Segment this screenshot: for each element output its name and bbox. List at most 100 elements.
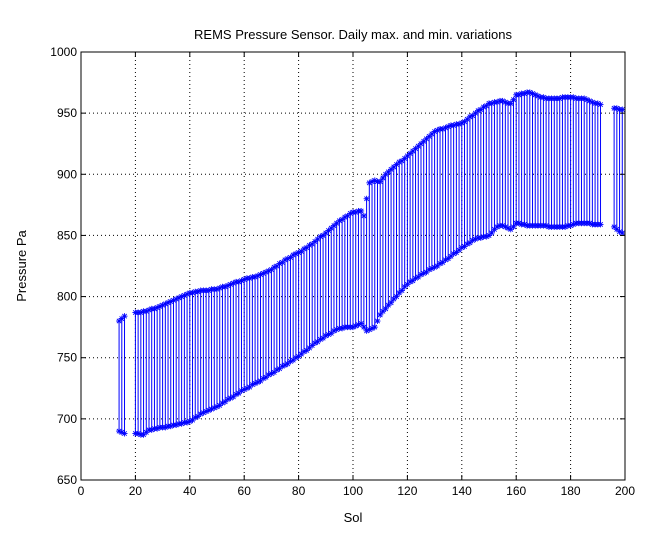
star-marker-stroke	[595, 100, 601, 106]
y-tick-label: 1000	[50, 45, 77, 59]
max-marker	[510, 96, 517, 103]
star-marker-stroke	[617, 229, 623, 235]
star-marker-stroke	[570, 94, 576, 100]
star-marker-stroke	[530, 91, 536, 97]
star-marker-stroke	[500, 98, 506, 104]
min-marker	[388, 299, 395, 306]
x-tick-label: 180	[561, 484, 581, 498]
min-marker	[619, 229, 626, 236]
y-tick-label: 750	[57, 351, 77, 365]
star-marker-stroke	[394, 294, 400, 300]
star-marker-stroke	[611, 224, 617, 230]
min-marker	[377, 311, 384, 318]
star-marker-stroke	[587, 220, 593, 226]
min-marker	[121, 430, 128, 437]
star-marker-stroke	[532, 92, 538, 98]
min-marker	[295, 353, 302, 360]
x-axis-label: Sol	[344, 510, 363, 525]
min-marker	[409, 277, 416, 284]
star-marker-stroke	[502, 99, 508, 105]
x-tick-label: 60	[238, 484, 252, 498]
max-marker	[379, 174, 386, 181]
star-marker-stroke	[377, 179, 383, 185]
star-marker-stroke	[527, 89, 533, 95]
star-marker-stroke	[489, 230, 495, 236]
min-marker	[382, 305, 389, 312]
star-marker-stroke	[500, 223, 506, 229]
min-marker	[374, 318, 381, 325]
star-marker-stroke	[614, 226, 620, 232]
star-marker-stroke	[505, 225, 511, 231]
y-axis-label: Pressure Pa	[14, 229, 29, 301]
star-marker-stroke	[364, 196, 370, 202]
star-marker-stroke	[377, 312, 383, 318]
min-marker	[393, 293, 400, 300]
star-marker-stroke	[535, 93, 541, 99]
star-marker-stroke	[589, 99, 595, 105]
min-marker	[246, 384, 253, 391]
star-marker-stroke	[584, 97, 590, 103]
max-marker	[363, 195, 370, 202]
max-marker	[301, 245, 308, 252]
y-tick-label: 800	[57, 290, 77, 304]
star-marker-stroke	[510, 97, 516, 103]
x-tick-label: 140	[452, 484, 472, 498]
x-tick-label: 20	[129, 484, 143, 498]
star-marker-stroke	[619, 230, 625, 236]
star-marker-stroke	[388, 300, 394, 306]
max-marker	[619, 106, 626, 113]
y-tick-label: 900	[57, 167, 77, 181]
min-marker	[371, 324, 378, 331]
star-marker-stroke	[399, 287, 405, 293]
star-marker-stroke	[116, 428, 122, 434]
max-marker	[597, 101, 604, 108]
star-marker-stroke	[372, 324, 378, 330]
max-marker	[358, 207, 365, 214]
ticks: 0 20 40 60 80 100 120 140 160 180 200 650 700 750 800 8…	[50, 45, 635, 498]
star-marker-stroke	[361, 213, 367, 219]
x-tick-label: 80	[292, 484, 306, 498]
min-marker	[360, 324, 367, 331]
star-marker-stroke	[122, 313, 128, 319]
min-marker	[510, 223, 517, 230]
star-marker-stroke	[543, 223, 549, 229]
star-marker-stroke	[587, 98, 593, 104]
star-marker-stroke	[581, 95, 587, 101]
chart-title: REMS Pressure Sensor. Daily max. and min…	[194, 27, 512, 42]
star-marker-stroke	[598, 221, 604, 227]
min-marker	[205, 407, 212, 414]
x-tick-label: 160	[506, 484, 526, 498]
y-tick-label: 700	[57, 412, 77, 426]
star-marker-stroke	[383, 306, 389, 312]
data-series	[116, 89, 626, 438]
max-marker	[507, 100, 514, 107]
star-marker-stroke	[516, 220, 522, 226]
max-marker	[521, 90, 528, 97]
star-marker-stroke	[508, 100, 514, 106]
max-marker	[360, 212, 367, 219]
star-marker-stroke	[619, 106, 625, 112]
x-tick-label: 120	[397, 484, 417, 498]
max-marker	[377, 178, 384, 185]
star-marker-stroke	[122, 431, 128, 437]
star-marker-stroke	[358, 208, 364, 214]
min-marker	[597, 221, 604, 228]
star-marker-stroke	[135, 431, 141, 437]
min-marker	[458, 244, 465, 251]
star-marker-stroke	[521, 221, 527, 227]
x-tick-label: 40	[183, 484, 197, 498]
star-marker-stroke	[510, 224, 516, 230]
y-tick-label: 850	[57, 228, 77, 242]
min-marker	[398, 287, 405, 294]
star-marker-stroke	[540, 94, 546, 100]
min-marker	[358, 320, 365, 327]
x-tick-label: 0	[78, 484, 85, 498]
star-marker-stroke	[374, 318, 380, 324]
star-marker-stroke	[502, 224, 508, 230]
star-marker-stroke	[598, 102, 604, 108]
y-tick-label: 650	[57, 473, 77, 487]
y-tick-label: 950	[57, 106, 77, 120]
star-marker-stroke	[614, 105, 620, 111]
x-tick-label: 100	[343, 484, 363, 498]
